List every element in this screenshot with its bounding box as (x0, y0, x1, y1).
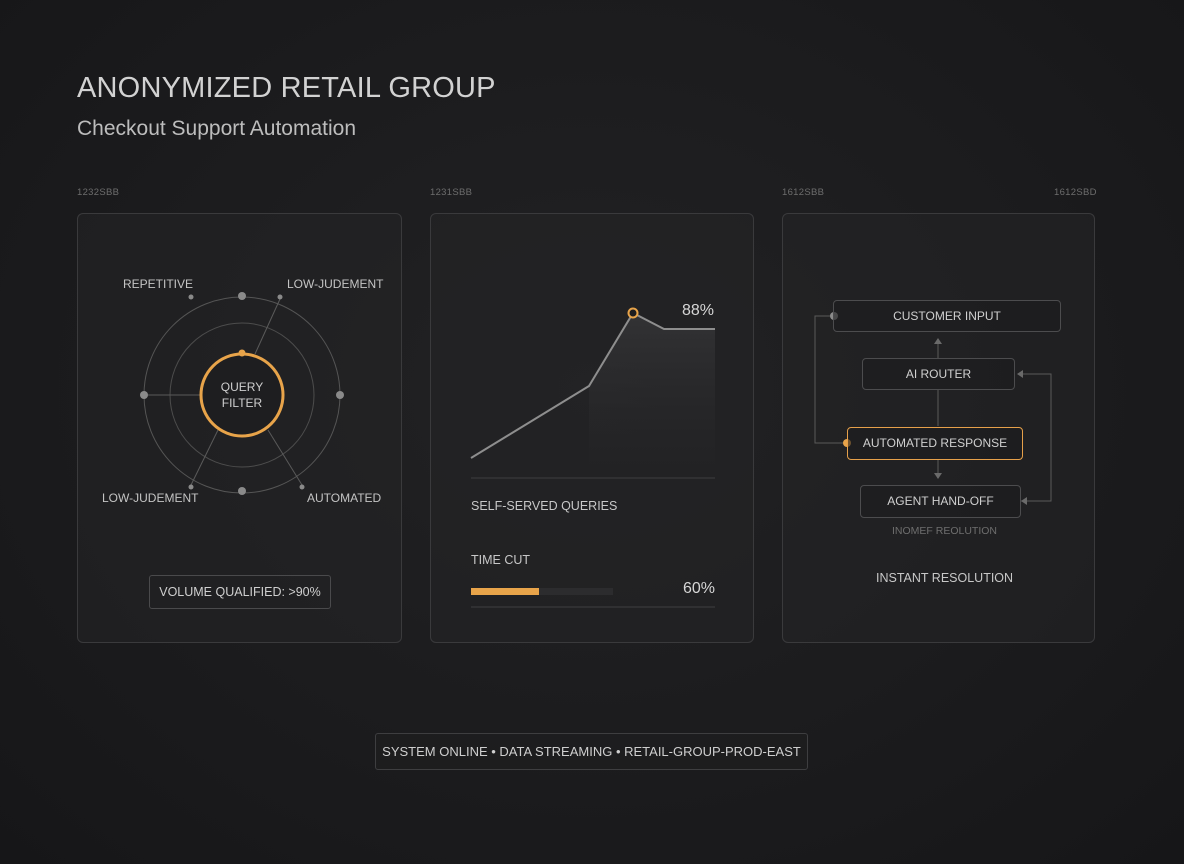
arrowhead-left-router (1017, 370, 1023, 378)
panel-code-4: 1612SBD (1054, 187, 1097, 198)
node-dot-lowjud-bottom (188, 484, 194, 490)
label-low-judgement-bottom: LOW-JUDEMENT (102, 491, 199, 505)
chart-peak-point (627, 307, 639, 319)
time-cut-percentage: 60% (683, 580, 716, 597)
node-ai-router: AI ROUTER (862, 358, 1015, 390)
node-dot-bottom (238, 487, 246, 495)
panel-code-2: 1231SBB (430, 187, 473, 198)
node-dot-automated (299, 484, 305, 490)
node-dot-top (238, 292, 246, 300)
right-loop-connector (1019, 373, 1052, 502)
spoke-top-right (254, 298, 281, 355)
self-served-chart (470, 307, 715, 608)
label-low-judgement-top: LOW-JUDEMENT (287, 277, 384, 291)
node-automated-response: AUTOMATED RESPONSE (847, 427, 1023, 460)
time-cut-progress-fill (471, 588, 540, 595)
arrowhead-left-agent (1021, 497, 1027, 505)
arrowhead-up (934, 338, 942, 344)
node-customer-input: CUSTOMER INPUT (833, 300, 1061, 332)
query-filter-panel: QUERY FILTER REPETITIVE LOW-JUDEMENT LOW… (77, 213, 402, 643)
instant-resolution-caption: INSTANT RESOLUTION (876, 571, 1014, 585)
page-title: ANONYMIZED RETAIL GROUP (77, 72, 496, 104)
node-dot-right (336, 391, 344, 399)
spoke-bottom-left (190, 429, 219, 486)
label-automated: AUTOMATED (307, 491, 382, 505)
chart-area-fill (589, 313, 715, 478)
system-status-bar: SYSTEM ONLINE • DATA STREAMING • RETAIL-… (375, 733, 808, 770)
center-label-line2: FILTER (222, 396, 263, 410)
panel-code-1: 1232SBB (77, 187, 120, 198)
peak-percentage: 88% (682, 302, 715, 319)
left-loop-connector (814, 315, 847, 444)
query-filter-diagram: QUERY FILTER (140, 292, 344, 495)
spoke-bottom-right (267, 429, 303, 486)
query-filter-ring (199, 352, 285, 438)
metrics-panel: 88% SELF-SERVED QUERIES TIME CUT 60% (430, 213, 754, 643)
page-subtitle: Checkout Support Automation (77, 117, 357, 140)
volume-qualified-badge: VOLUME QUALIFIED: >90% (149, 575, 331, 609)
label-repetitive: REPETITIVE (123, 277, 194, 291)
routing-flow-panel: CUSTOMER INPUT AI ROUTER AUTOMATED RESPO… (782, 213, 1095, 643)
panel-code-3: 1612SBB (782, 187, 825, 198)
node-dot-repetitive (188, 294, 194, 300)
node-dot-left (140, 391, 148, 399)
arrowhead-down (934, 473, 942, 479)
time-cut-caption: TIME CUT (471, 553, 531, 567)
filter-marker-dot (238, 349, 246, 357)
faint-resolution-label: INOMEF REOLUTION (892, 525, 998, 537)
self-served-caption: SELF-SERVED QUERIES (471, 499, 618, 513)
time-cut-progress (471, 588, 613, 595)
node-agent-handoff: AGENT HAND-OFF (860, 485, 1021, 518)
center-label-line1: QUERY (221, 380, 263, 394)
node-dot-lowjud-top (277, 294, 283, 300)
